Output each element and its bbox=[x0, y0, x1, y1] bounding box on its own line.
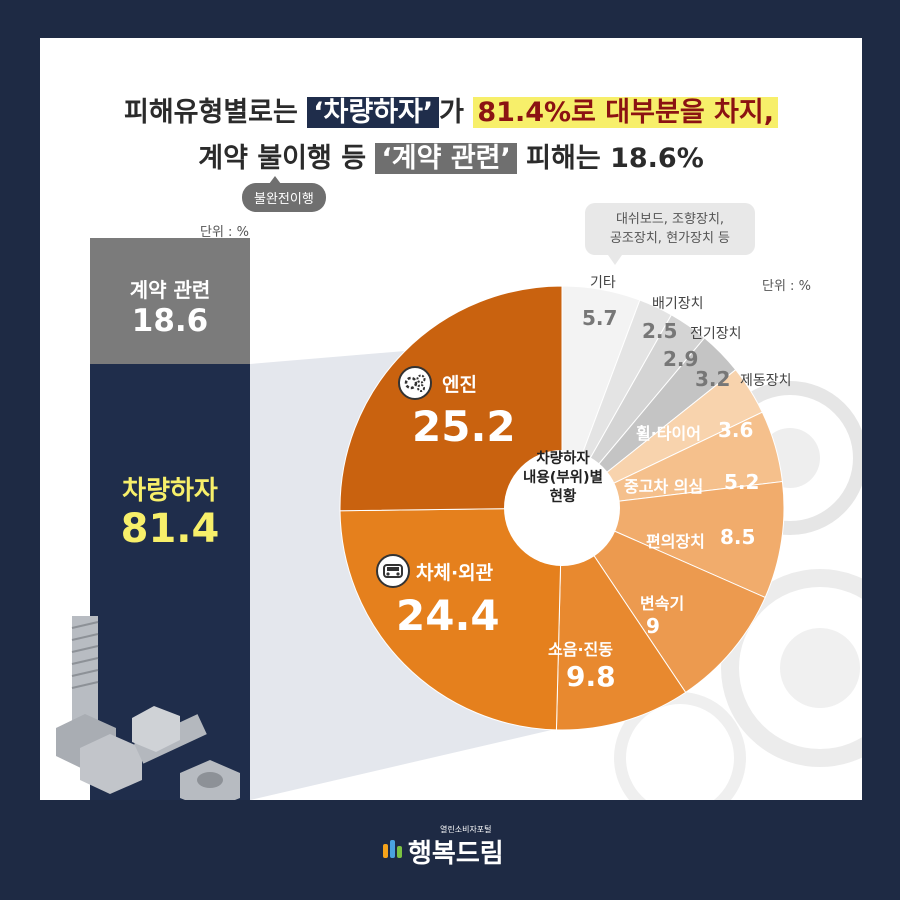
slice-label: 휠·타이어 bbox=[636, 424, 701, 443]
etc-note-bubble: 대쉬보드, 조향장치, 공조장치, 현가장치 등 bbox=[585, 203, 755, 255]
pie-center-circle bbox=[504, 450, 620, 566]
engine-background-illustration bbox=[614, 381, 862, 800]
bar-contract-value: 18.6 bbox=[131, 303, 209, 339]
pie-center-label: 차량하자 내용(부위)별 현황 bbox=[510, 450, 616, 507]
pie-slice bbox=[339, 285, 563, 512]
slice-value: 5.7 bbox=[582, 306, 618, 330]
pie-slice bbox=[560, 506, 766, 694]
pie-center-line: 현황 bbox=[549, 489, 577, 505]
car-icon bbox=[376, 554, 410, 588]
infographic-card: 피해유형별로는 ‘차량하자’ 가 81.4%로 대부분을 차지, 계약 불이행 등… bbox=[40, 38, 862, 800]
slice-value: 5.2 bbox=[724, 470, 760, 494]
headline-highlight-contract: ‘계약 관련’ bbox=[375, 143, 517, 174]
slice-label: 차체·외관 bbox=[416, 562, 494, 584]
pie-center-line: 차량하자 bbox=[536, 451, 590, 467]
slice-label: 소음·진동 bbox=[548, 640, 613, 659]
bolts-and-nuts-illustration bbox=[56, 616, 240, 800]
logo-name: 행복드림 bbox=[408, 839, 504, 869]
slice-value: 8.5 bbox=[720, 525, 756, 549]
slice-value: 3.6 bbox=[718, 418, 754, 442]
slice-value: 9 bbox=[646, 614, 660, 638]
slice-label: 전기장치 bbox=[690, 326, 742, 342]
pie-chart bbox=[339, 285, 785, 731]
slice-value: 25.2 bbox=[412, 402, 516, 451]
slice-value: 2.9 bbox=[663, 347, 699, 371]
bubble-tail bbox=[608, 255, 622, 265]
slice-label: 기타 bbox=[590, 275, 616, 291]
pie-slice bbox=[555, 506, 687, 731]
headline-text: 가 bbox=[439, 97, 474, 128]
etc-note-line: 공조장치, 현가장치 등 bbox=[609, 231, 731, 246]
headline-text: 피해는 18.6% bbox=[516, 143, 704, 174]
slice-label: 변속기 bbox=[640, 594, 685, 613]
bar-damage-label: 차량하자 bbox=[122, 476, 218, 506]
pie-center-line: 내용(부위)별 bbox=[523, 470, 603, 486]
slice-label: 중고차 의심 bbox=[624, 477, 704, 496]
pie-unit-label: 단위 : % bbox=[762, 279, 811, 294]
gear-icon bbox=[398, 366, 432, 400]
pill-annotation: 불완전이행 bbox=[242, 183, 326, 212]
etc-note-line: 대쉬보드, 조향장치, bbox=[615, 212, 725, 227]
logo-icon bbox=[383, 840, 402, 858]
slice-label: 엔진 bbox=[442, 374, 477, 396]
bar-contract-label: 계약 관련 bbox=[129, 278, 211, 302]
headline-text: 계약 불이행 등 bbox=[198, 143, 376, 174]
slice-label: 배기장치 bbox=[652, 296, 704, 312]
logo-subtitle: 열린소비자포털 bbox=[440, 825, 492, 834]
slice-value: 24.4 bbox=[396, 591, 500, 640]
headline-line-1: 피해유형별로는 ‘차량하자’ 가 81.4%로 대부분을 차지, bbox=[40, 90, 862, 129]
left-unit-label: 단위 : % bbox=[200, 225, 249, 240]
bar-damage-value: 81.4 bbox=[120, 506, 220, 552]
headline-highlight-percent: 81.4%로 대부분을 차지, bbox=[473, 97, 778, 128]
slice-label: 편의장치 bbox=[646, 532, 705, 551]
pill-pointer bbox=[269, 176, 281, 184]
slice-value: 2.5 bbox=[642, 319, 678, 343]
headline-highlight-vehicle: ‘차량하자’ bbox=[307, 97, 440, 128]
slice-value: 9.8 bbox=[566, 660, 616, 693]
slice-label: 제동장치 bbox=[740, 373, 792, 389]
headline-line-2: 계약 불이행 등 ‘계약 관련’ 피해는 18.6% bbox=[40, 136, 862, 175]
slice-value: 3.2 bbox=[695, 367, 731, 391]
headline-text: 피해유형별로는 bbox=[123, 97, 308, 128]
bar-contract bbox=[90, 238, 250, 364]
